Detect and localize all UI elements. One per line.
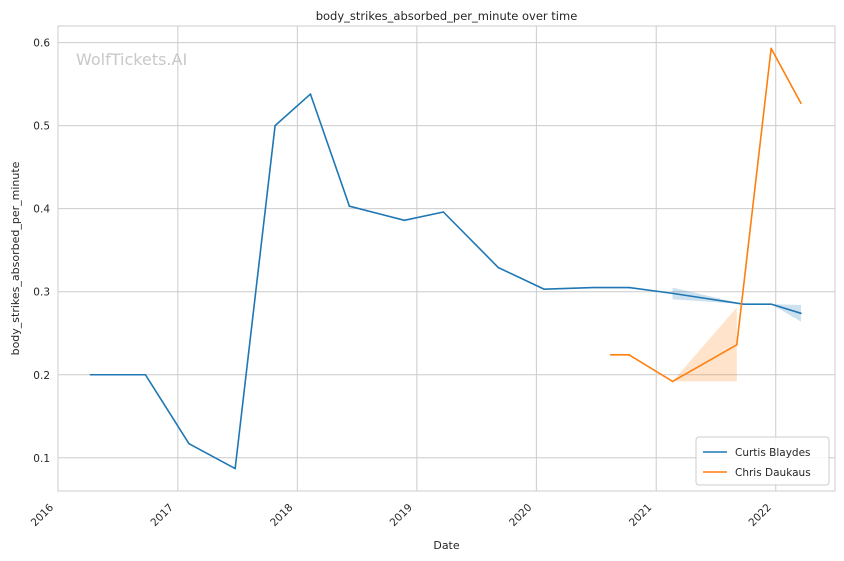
y-tick-label: 0.4: [33, 204, 50, 216]
data-point-curtis-blaydes: [188, 442, 190, 445]
series-lines: [89, 47, 802, 470]
data-point-curtis-blaydes: [89, 373, 92, 376]
data-point-curtis-blaydes: [543, 288, 546, 291]
x-tick-label: 2022: [746, 502, 773, 529]
legend-box: [695, 436, 830, 486]
data-point-chris-daukaus: [609, 354, 612, 356]
data-point-curtis-blaydes: [497, 266, 500, 269]
y-axis-label: body_strikes_absorbed_per_minute: [9, 161, 22, 355]
x-axis-label: Date: [433, 539, 460, 552]
data-point-curtis-blaydes: [309, 93, 312, 95]
ci-band-curtis-blaydes: [672, 287, 801, 322]
legend-label-curtis-blaydes: Curtis Blaydes: [735, 447, 811, 459]
data-point-chris-daukaus: [770, 47, 772, 50]
y-tick-label: 0.2: [33, 370, 50, 382]
y-ticks: 0.1 0.2 0.3 0.4 0.5 0.6: [33, 38, 50, 465]
y-tick-label: 0.5: [33, 121, 50, 133]
x-tick-label: 2018: [268, 502, 295, 529]
legend: Curtis Blaydes Chris Daukaus: [695, 436, 830, 486]
grid: [57, 26, 835, 491]
x-ticks: 2016 2017 2018 2019 2020 2021 2022: [29, 501, 774, 529]
data-point-chris-daukaus: [735, 344, 738, 346]
data-point-curtis-blaydes: [403, 219, 406, 222]
data-point-curtis-blaydes: [671, 292, 674, 295]
y-tick-label: 0.6: [33, 38, 50, 50]
x-tick-label: 2017: [149, 502, 176, 529]
data-point-curtis-blaydes: [234, 467, 236, 470]
data-point-curtis-blaydes: [770, 303, 772, 305]
data-point-curtis-blaydes: [628, 286, 630, 289]
data-point-curtis-blaydes: [144, 373, 147, 376]
data-point-curtis-blaydes: [442, 211, 445, 213]
y-tick-label: 0.1: [33, 453, 50, 465]
x-tick-label: 2016: [29, 501, 57, 529]
confidence-bands: [672, 287, 801, 382]
y-tick-label: 0.3: [33, 287, 50, 299]
series-line-chris-daukaus: [610, 47, 802, 383]
data-point-chris-daukaus: [671, 380, 674, 383]
plot-area: [57, 25, 836, 492]
data-point-curtis-blaydes: [591, 286, 594, 289]
x-tick-label: 2020: [507, 502, 534, 529]
data-point-curtis-blaydes: [348, 205, 351, 207]
data-point-curtis-blaydes: [742, 303, 745, 305]
data-point-chris-daukaus: [628, 354, 630, 356]
watermark: WolfTickets.AI: [76, 50, 187, 69]
data-point-curtis-blaydes: [800, 312, 802, 315]
x-tick-label: 2021: [627, 502, 654, 529]
data-point-curtis-blaydes: [274, 124, 276, 127]
data-point-chris-daukaus: [800, 102, 802, 105]
ci-band-chris-daukaus: [672, 307, 737, 382]
x-tick-label: 2019: [388, 502, 415, 529]
chart-title: body_strikes_absorbed_per_minute over ti…: [316, 9, 578, 23]
legend-label-chris-daukaus: Chris Daukaus: [735, 467, 811, 479]
